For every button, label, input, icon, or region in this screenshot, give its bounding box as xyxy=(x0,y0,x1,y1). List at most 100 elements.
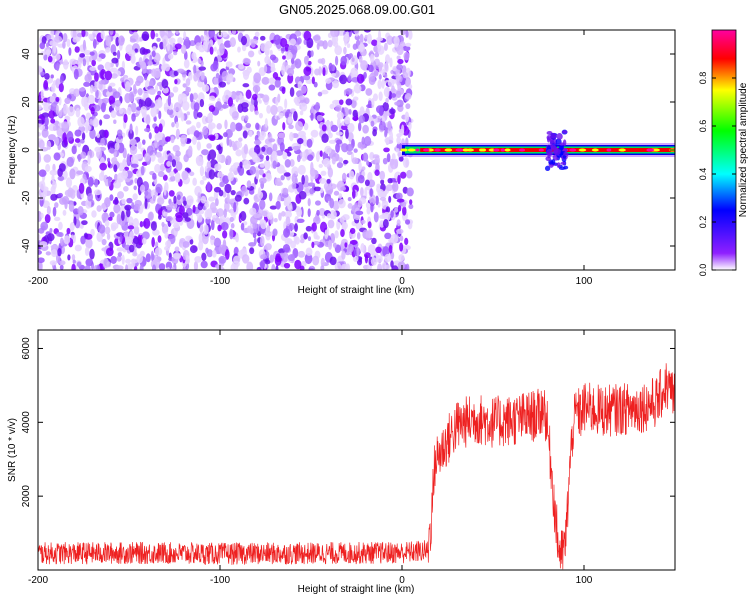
noise-cell xyxy=(302,74,311,81)
noise-cell xyxy=(205,247,209,254)
noise-cell xyxy=(138,57,143,66)
noise-cell xyxy=(329,209,337,220)
noise-cell xyxy=(288,124,294,130)
noise-cell xyxy=(176,68,185,74)
noise-cell xyxy=(108,216,113,221)
noise-cell xyxy=(321,89,329,95)
noise-cell xyxy=(84,265,91,270)
noise-cell xyxy=(109,211,115,218)
noise-cell xyxy=(232,106,237,112)
noise-cell xyxy=(253,213,261,219)
noise-cell xyxy=(115,265,124,270)
noise-cell xyxy=(201,252,207,262)
noise-cell xyxy=(52,41,59,47)
noise-cell xyxy=(304,253,313,265)
noise-cell xyxy=(172,253,181,259)
noise-cell xyxy=(93,189,102,196)
noise-cell xyxy=(360,187,364,197)
noise-cell xyxy=(328,62,333,72)
noise-cell xyxy=(106,233,111,240)
noise-cell xyxy=(387,120,392,131)
noise-cell xyxy=(268,138,276,143)
noise-cell xyxy=(375,195,379,206)
noise-cell xyxy=(189,40,196,47)
noise-cell xyxy=(224,119,228,130)
noise-cell xyxy=(275,264,279,270)
noise-cell xyxy=(138,98,143,108)
noise-cell xyxy=(230,208,234,217)
signal-spread xyxy=(546,148,553,155)
noise-cell xyxy=(265,230,271,241)
noise-cell xyxy=(153,67,161,79)
noise-cell xyxy=(358,257,362,263)
noise-cell xyxy=(150,250,154,262)
noise-cell xyxy=(358,55,363,63)
noise-cell xyxy=(266,104,272,114)
noise-cell xyxy=(148,88,156,95)
noise-cell xyxy=(108,95,116,104)
noise-cell xyxy=(294,236,300,245)
noise-cell xyxy=(145,253,151,263)
noise-cell xyxy=(235,149,243,157)
noise-cell xyxy=(377,79,382,90)
noise-cell xyxy=(303,122,309,131)
noise-cell xyxy=(206,143,212,149)
noise-cell xyxy=(207,122,216,130)
noise-cell xyxy=(408,121,412,131)
noise-cell xyxy=(278,212,282,221)
noise-cell xyxy=(40,89,44,100)
colorbar-gradient xyxy=(711,29,737,271)
noise-cell xyxy=(241,44,247,52)
noise-cell xyxy=(40,51,47,56)
noise-cell xyxy=(113,164,118,173)
noise-cell xyxy=(230,223,235,229)
noise-cell xyxy=(52,265,57,270)
noise-cell xyxy=(129,138,137,146)
noise-cell xyxy=(241,107,249,113)
noise-cell xyxy=(229,228,234,240)
noise-cell xyxy=(273,218,278,223)
noise-cell xyxy=(367,244,376,255)
noise-cell xyxy=(226,77,230,83)
noise-cell xyxy=(230,121,236,132)
noise-cell xyxy=(96,205,102,212)
snr-x-ticks: -200 -100 0 100 xyxy=(28,330,593,586)
noise-cell xyxy=(254,31,260,37)
noise-cell xyxy=(100,169,105,178)
noise-cell xyxy=(265,155,270,161)
noise-cell xyxy=(44,73,50,80)
noise-cell xyxy=(346,43,351,48)
noise-cell xyxy=(237,30,245,33)
noise-cell xyxy=(231,110,239,121)
noise-cell xyxy=(324,120,332,127)
noise-cell xyxy=(92,85,98,93)
noise-cell xyxy=(104,220,110,227)
noise-cell xyxy=(134,48,138,53)
noise-cell xyxy=(331,156,336,165)
noise-cell xyxy=(199,98,205,108)
noise-cell xyxy=(109,30,114,36)
noise-cell xyxy=(326,213,332,219)
noise-cell xyxy=(382,157,388,165)
noise-cell xyxy=(335,131,343,136)
noise-cell xyxy=(102,257,109,269)
noise-cell xyxy=(327,219,335,229)
noise-cell xyxy=(361,166,366,171)
noise-cell xyxy=(331,36,337,47)
noise-cell xyxy=(155,183,163,194)
noise-cell xyxy=(175,128,180,140)
signal-peak xyxy=(445,148,453,152)
noise-cell xyxy=(345,88,353,95)
noise-cell xyxy=(71,145,77,155)
noise-cell xyxy=(48,109,56,119)
signal-peak xyxy=(493,148,500,152)
noise-cell xyxy=(236,141,243,149)
noise-cell xyxy=(315,101,320,112)
noise-cell xyxy=(161,221,165,228)
noise-cell xyxy=(384,54,391,64)
noise-cell xyxy=(292,145,301,150)
noise-cell xyxy=(322,40,328,50)
noise-cell xyxy=(344,30,352,33)
noise-cell xyxy=(68,201,75,212)
noise-cell xyxy=(246,261,254,270)
